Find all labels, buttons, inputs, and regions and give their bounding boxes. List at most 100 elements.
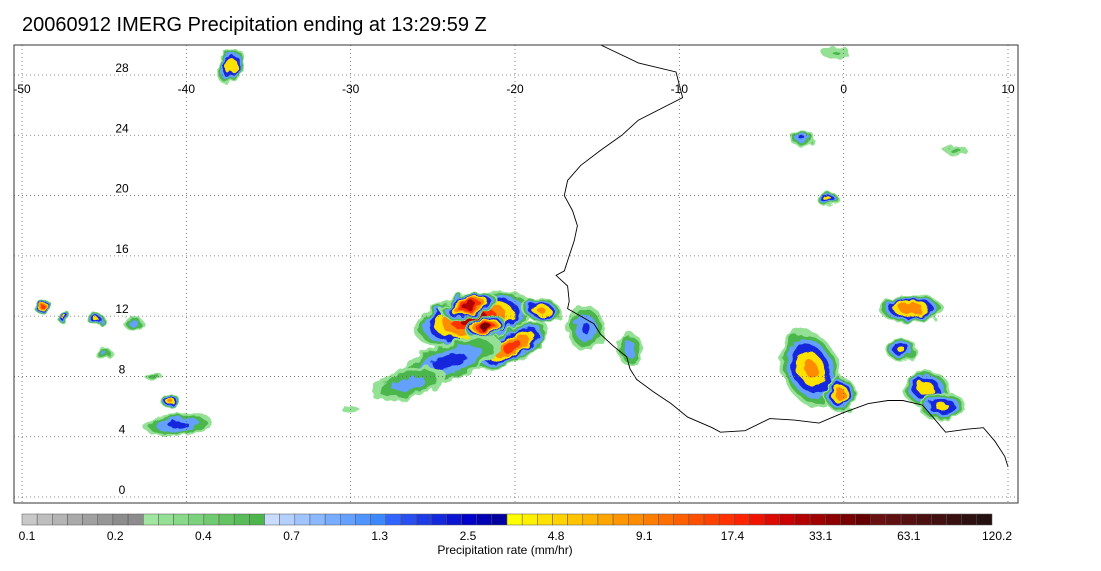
rain-contour (835, 388, 846, 401)
colorbar-swatch (628, 513, 644, 526)
rain-contour (224, 58, 237, 74)
colorbar-tick-label: 33.1 (809, 529, 833, 543)
colorbar-swatch (537, 513, 553, 526)
colorbar-swatch (36, 513, 53, 526)
colorbar-swatch (521, 513, 538, 526)
rain-contour (917, 382, 935, 395)
colorbar-swatch (688, 513, 705, 526)
colorbar-swatch (476, 513, 493, 526)
lat-tick-label: 4 (119, 423, 126, 437)
colorbar-swatch (885, 513, 902, 526)
lat-tick-label: 0 (119, 483, 126, 497)
lat-tick-label: 16 (115, 242, 129, 256)
rain-contour (93, 317, 99, 322)
colorbar-swatch (855, 513, 871, 526)
rain-cell (879, 293, 944, 324)
colorbar-swatch (718, 513, 735, 526)
rain-contour (128, 320, 139, 327)
rain-contour (831, 50, 840, 55)
colorbar-swatch (249, 513, 265, 526)
lon-tick-label: -40 (178, 82, 196, 96)
colorbar-swatch (794, 513, 811, 526)
colorbar-swatch (355, 513, 371, 526)
rain-contour (897, 346, 906, 353)
colorbar-tick-label: 0.1 (19, 529, 36, 543)
rain-cell (520, 298, 562, 323)
colorbar-tick-label: 0.4 (195, 529, 212, 543)
rain-cell (94, 348, 114, 360)
colorbar-swatch (779, 513, 796, 526)
colorbar-swatch (870, 513, 887, 526)
colorbar-swatch (809, 513, 826, 526)
colorbar-swatch (673, 513, 690, 526)
rain-cell (55, 310, 72, 322)
colorbar-swatch (582, 513, 599, 526)
colorbar-swatch (279, 513, 296, 526)
colorbar-swatch (597, 513, 614, 526)
colorbar-swatch (21, 513, 38, 526)
colorbar-swatch (173, 513, 189, 526)
colorbar-swatch (567, 513, 584, 526)
colorbar-swatch (324, 513, 341, 526)
colorbar-swatch (112, 513, 129, 526)
rain-contour (391, 376, 425, 392)
rain-cell (143, 412, 213, 437)
lon-tick-label: -50 (13, 82, 31, 96)
coastline (555, 45, 1009, 468)
colorbar-swatch (734, 513, 750, 526)
rain-cell (790, 129, 816, 147)
lon-tick-label: 10 (1001, 82, 1015, 96)
colorbar-swatch (203, 513, 220, 526)
lat-tick-label: 20 (115, 182, 129, 196)
axis-tick-labels: -50 -40 -30 -20 -10 0 10 0 4 8 12 16 20 24 28 (13, 61, 1015, 497)
colorbar-swatch (370, 513, 386, 526)
colorbar-tick-label: 2.5 (460, 529, 477, 543)
rain-contour (624, 341, 636, 358)
rain-contour (41, 305, 46, 310)
colorbar-swatch (309, 513, 326, 526)
rain-contour (168, 421, 188, 429)
rain-cell (465, 315, 506, 339)
colorbar-swatch (976, 513, 993, 526)
colorbar-swatch (82, 513, 99, 526)
rain-cell (440, 290, 498, 321)
rain-cell (370, 367, 446, 401)
colorbar-swatch (52, 513, 68, 526)
rain-cell (824, 376, 857, 413)
lat-tick-label: 24 (115, 121, 129, 135)
rain-contour (799, 136, 806, 141)
rain-contour (935, 402, 949, 411)
rain-cell (144, 372, 163, 381)
colorbar-swatch (340, 513, 356, 526)
colorbar-swatch (97, 513, 114, 526)
colorbar-swatch (915, 513, 932, 526)
rain-contour (803, 359, 818, 378)
map-title: 20060912 IMERG Precipitation ending at 1… (22, 14, 487, 36)
lon-tick-label: 0 (840, 82, 847, 96)
rain-contour (147, 373, 160, 380)
lat-tick-label: 8 (119, 362, 126, 376)
rain-cell (885, 337, 918, 361)
colorbar-label: Precipitation rate (mm/hr) (437, 543, 573, 557)
colorbar-swatch (491, 513, 508, 526)
lat-lon-grid (14, 45, 1018, 503)
rain-cell (943, 144, 968, 156)
rain-contour (536, 307, 547, 313)
lat-tick-label: 12 (115, 302, 129, 316)
colorbar-swatch (643, 513, 659, 526)
rain-contour (480, 324, 491, 330)
colorbar-swatch (840, 513, 856, 526)
rain-contour (823, 195, 832, 202)
rain-contour (60, 314, 66, 319)
rain-cell (122, 317, 145, 330)
colorbar-swatch (385, 513, 402, 526)
colorbar-swatch (158, 513, 174, 526)
colorbar-swatch (703, 513, 720, 526)
lon-tick-label: -20 (506, 82, 524, 96)
colorbar-tick-label: 4.8 (548, 529, 565, 543)
map-frame (13, 44, 1019, 504)
colorbar-tick-label: 17.4 (721, 529, 745, 543)
colorbar-swatch (961, 513, 978, 526)
